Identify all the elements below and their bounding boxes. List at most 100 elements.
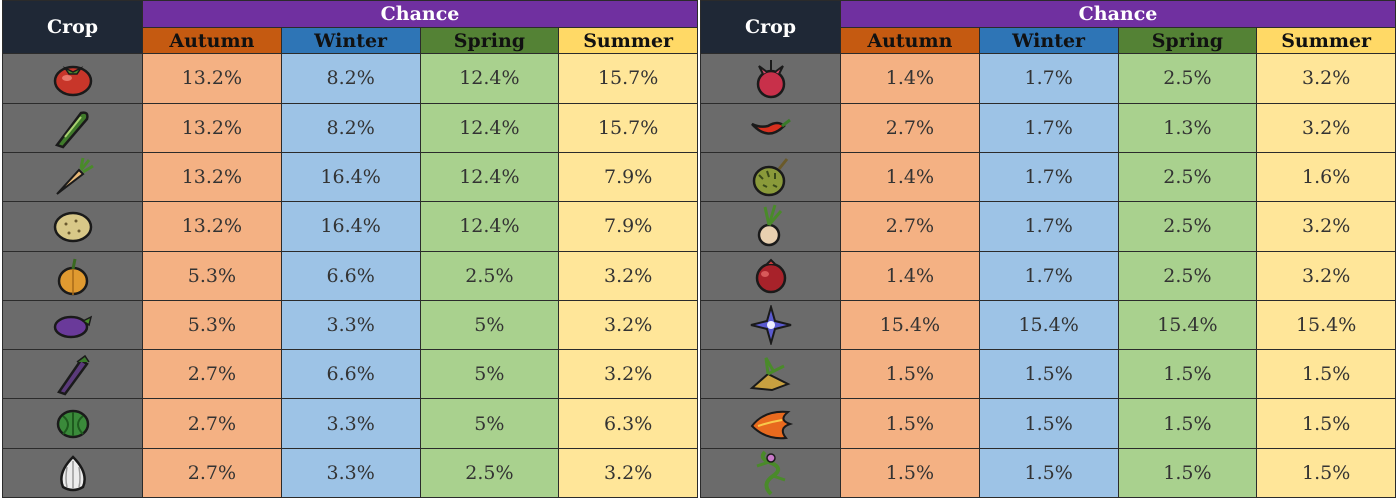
spring-chance: 1.5% (1117, 349, 1258, 400)
crop-icon-cell (700, 201, 841, 252)
season-header-summer: Summer (1256, 27, 1396, 55)
autumn-chance: 1.5% (840, 447, 980, 498)
table-row: 2.7% 3.3% 5% 6.3% (2, 398, 698, 449)
autumn-chance: 15.4% (840, 299, 980, 351)
spring-chance: 1.5% (1117, 447, 1258, 498)
crop-icon-cell (700, 151, 841, 203)
onion-icon (757, 204, 782, 247)
spring-chance: 5% (419, 349, 560, 400)
crop-icon-cell (2, 250, 143, 301)
spring-chance: 2.5% (419, 447, 560, 498)
summer-chance: 1.5% (1256, 349, 1396, 400)
winter-chance: 6.6% (280, 349, 421, 400)
winter-chance: 1.7% (978, 201, 1119, 252)
summer-chance: 3.2% (1256, 250, 1396, 301)
spring-chance: 2.5% (1117, 151, 1258, 203)
spring-chance: 5% (419, 398, 560, 449)
crop-icon-cell (2, 102, 143, 153)
winter-chance: 8.2% (280, 53, 421, 104)
winter-chance: 1.5% (978, 398, 1119, 449)
summer-chance: 15.7% (558, 102, 698, 153)
winter-chance: 1.5% (978, 349, 1119, 400)
summer-chance: 7.9% (558, 201, 698, 252)
pumpkin-icon (57, 258, 88, 295)
season-header-spring: Spring (419, 27, 560, 55)
summer-chance: 1.6% (1256, 151, 1396, 203)
season-header-winter: Winter (978, 27, 1119, 55)
season-header-autumn: Autumn (840, 27, 980, 55)
crop-icon-cell (2, 151, 143, 203)
winter-chance: 1.7% (978, 102, 1119, 153)
table-row: 13.2% 16.4% 12.4% 7.9% (2, 201, 698, 252)
autumn-chance: 13.2% (142, 102, 282, 153)
table-row: 1.5% 1.5% 1.5% 1.5% (700, 398, 1396, 449)
crop-chance-table-right: Crop Chance Autumn Winter Spring Summer … (700, 0, 1396, 498)
winter-chance: 3.3% (280, 398, 421, 449)
autumn-chance: 1.5% (840, 398, 980, 449)
winter-chance: 1.7% (978, 250, 1119, 301)
winter-chance: 8.2% (280, 102, 421, 153)
crop-icon-cell (700, 250, 841, 301)
crop-icon-cell (2, 53, 143, 104)
summer-chance: 15.7% (558, 53, 698, 104)
crop-icon-cell (2, 201, 143, 252)
summer-chance: 3.2% (1256, 53, 1396, 104)
dragon-fruit-icon (756, 60, 785, 99)
spring-chance: 2.5% (1117, 201, 1258, 252)
spring-chance: 12.4% (419, 53, 560, 104)
crop-icon-cell (700, 398, 841, 449)
eggplant-icon (53, 315, 92, 339)
crop-icon-cell (2, 447, 143, 498)
table-row: 1.4% 1.7% 2.5% 1.6% (700, 151, 1396, 203)
table-row: 5.3% 3.3% 5% 3.2% (2, 299, 698, 351)
table-row: 15.4% 15.4% 15.4% 15.4% (700, 299, 1396, 351)
table-row: 1.4% 1.7% 2.5% 3.2% (700, 250, 1396, 301)
summer-chance: 3.2% (558, 299, 698, 351)
autumn-chance: 2.7% (142, 447, 282, 498)
winter-chance: 15.4% (978, 299, 1119, 351)
autumn-chance: 13.2% (142, 201, 282, 252)
spring-chance: 1.3% (1117, 102, 1258, 153)
winter-chance: 1.7% (978, 151, 1119, 203)
table-row: 13.2% 8.2% 12.4% 15.7% (2, 102, 698, 153)
autumn-chance: 2.7% (142, 398, 282, 449)
summer-chance: 3.2% (1256, 102, 1396, 153)
table-row: 1.5% 1.5% 1.5% 1.5% (700, 349, 1396, 400)
durian-icon (752, 158, 788, 197)
spring-chance: 12.4% (419, 201, 560, 252)
autumn-chance: 5.3% (142, 299, 282, 351)
autumn-chance: 2.7% (840, 102, 980, 153)
crop-icon-cell (700, 102, 841, 153)
table-row: 1.4% 1.7% 2.5% 3.2% (700, 53, 1396, 104)
season-header-spring: Spring (1117, 27, 1258, 55)
winter-chance: 6.6% (280, 250, 421, 301)
crop-icon-cell (700, 349, 841, 400)
crop-icon-cell (2, 299, 143, 351)
winter-chance: 16.4% (280, 201, 421, 252)
winter-chance: 3.3% (280, 447, 421, 498)
crop-chance-table-left: Crop Chance Autumn Winter Spring Summer … (2, 0, 698, 498)
spring-chance: 12.4% (419, 102, 560, 153)
summer-chance: 3.2% (558, 349, 698, 400)
asparagus-icon (56, 355, 90, 396)
season-header-autumn: Autumn (142, 27, 282, 55)
fire-leaf-icon (750, 410, 793, 439)
flower-icon (750, 304, 791, 345)
summer-chance: 7.9% (558, 151, 698, 203)
crop-icon-cell (2, 398, 143, 449)
garlic-icon (59, 455, 86, 492)
table-row: 13.2% 16.4% 12.4% 7.9% (2, 151, 698, 203)
carrot-icon (55, 157, 94, 195)
corn-icon (54, 111, 89, 149)
spring-chance: 2.5% (1117, 53, 1258, 104)
pepper-icon (750, 118, 791, 135)
winter-chance: 1.7% (978, 53, 1119, 104)
crop-header: Crop (2, 0, 143, 55)
table-row: 5.3% 6.6% 2.5% 3.2% (2, 250, 698, 301)
autumn-chance: 5.3% (142, 250, 282, 301)
pomegranate-icon (755, 258, 786, 293)
seed-cluster-icon (749, 357, 790, 392)
autumn-chance: 1.4% (840, 151, 980, 203)
summer-chance: 3.2% (1256, 201, 1396, 252)
crop-icon-cell (2, 349, 143, 400)
